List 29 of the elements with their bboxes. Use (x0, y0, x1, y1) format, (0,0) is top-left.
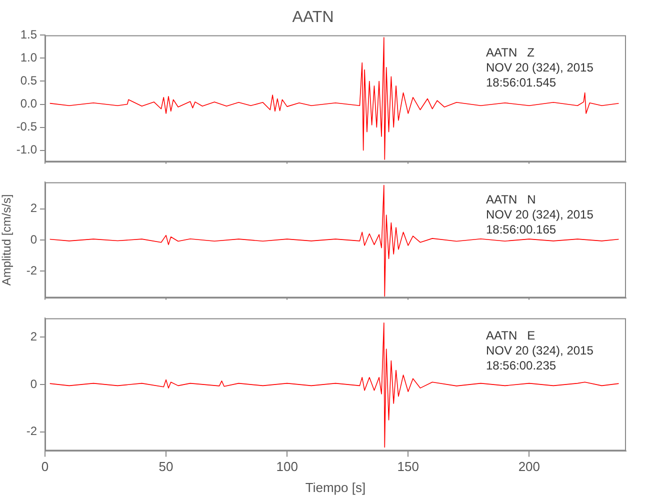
y-tick-label: 2 (30, 201, 38, 216)
chart-title: AATN (292, 9, 334, 26)
annotation: 18:56:00.235 (486, 358, 556, 373)
y-tick-label: -2 (26, 264, 38, 278)
x-tick-label: 0 (41, 459, 49, 474)
x-tick-label: 150 (397, 459, 419, 474)
y-tick-label: 2 (30, 329, 38, 344)
y-tick-label: 1.0 (20, 50, 38, 65)
annotation: AATN E (486, 328, 536, 343)
y-tick-label: -0.5 (16, 120, 38, 134)
y-tick-label: 0.0 (20, 96, 38, 111)
y-tick-label: 1.5 (20, 28, 38, 42)
y-tick-label: 0 (30, 232, 38, 246)
y-tick-label: 0.5 (20, 74, 38, 88)
x-tick-label: 100 (276, 459, 298, 474)
x-axis-title: Tiempo [s] (305, 480, 366, 495)
annotation: 18:56:00.165 (486, 222, 556, 237)
y-tick-label: -1.0 (16, 142, 38, 157)
annotation: NOV 20 (324), 2015 (486, 60, 594, 75)
annotation: AATN Z (486, 46, 534, 60)
annotation: NOV 20 (324), 2015 (486, 208, 594, 222)
annotation: 18:56:01.545 (486, 76, 556, 90)
y-tick-label: 0 (30, 376, 38, 391)
annotation: AATN N (486, 192, 536, 207)
y-axis-title: Amplitud [cm/s/s] (0, 194, 14, 286)
annotation: NOV 20 (324), 2015 (486, 344, 594, 358)
y-tick-label: -2 (26, 424, 38, 438)
x-tick-label: 50 (158, 459, 174, 474)
x-tick-label: 200 (518, 459, 540, 474)
